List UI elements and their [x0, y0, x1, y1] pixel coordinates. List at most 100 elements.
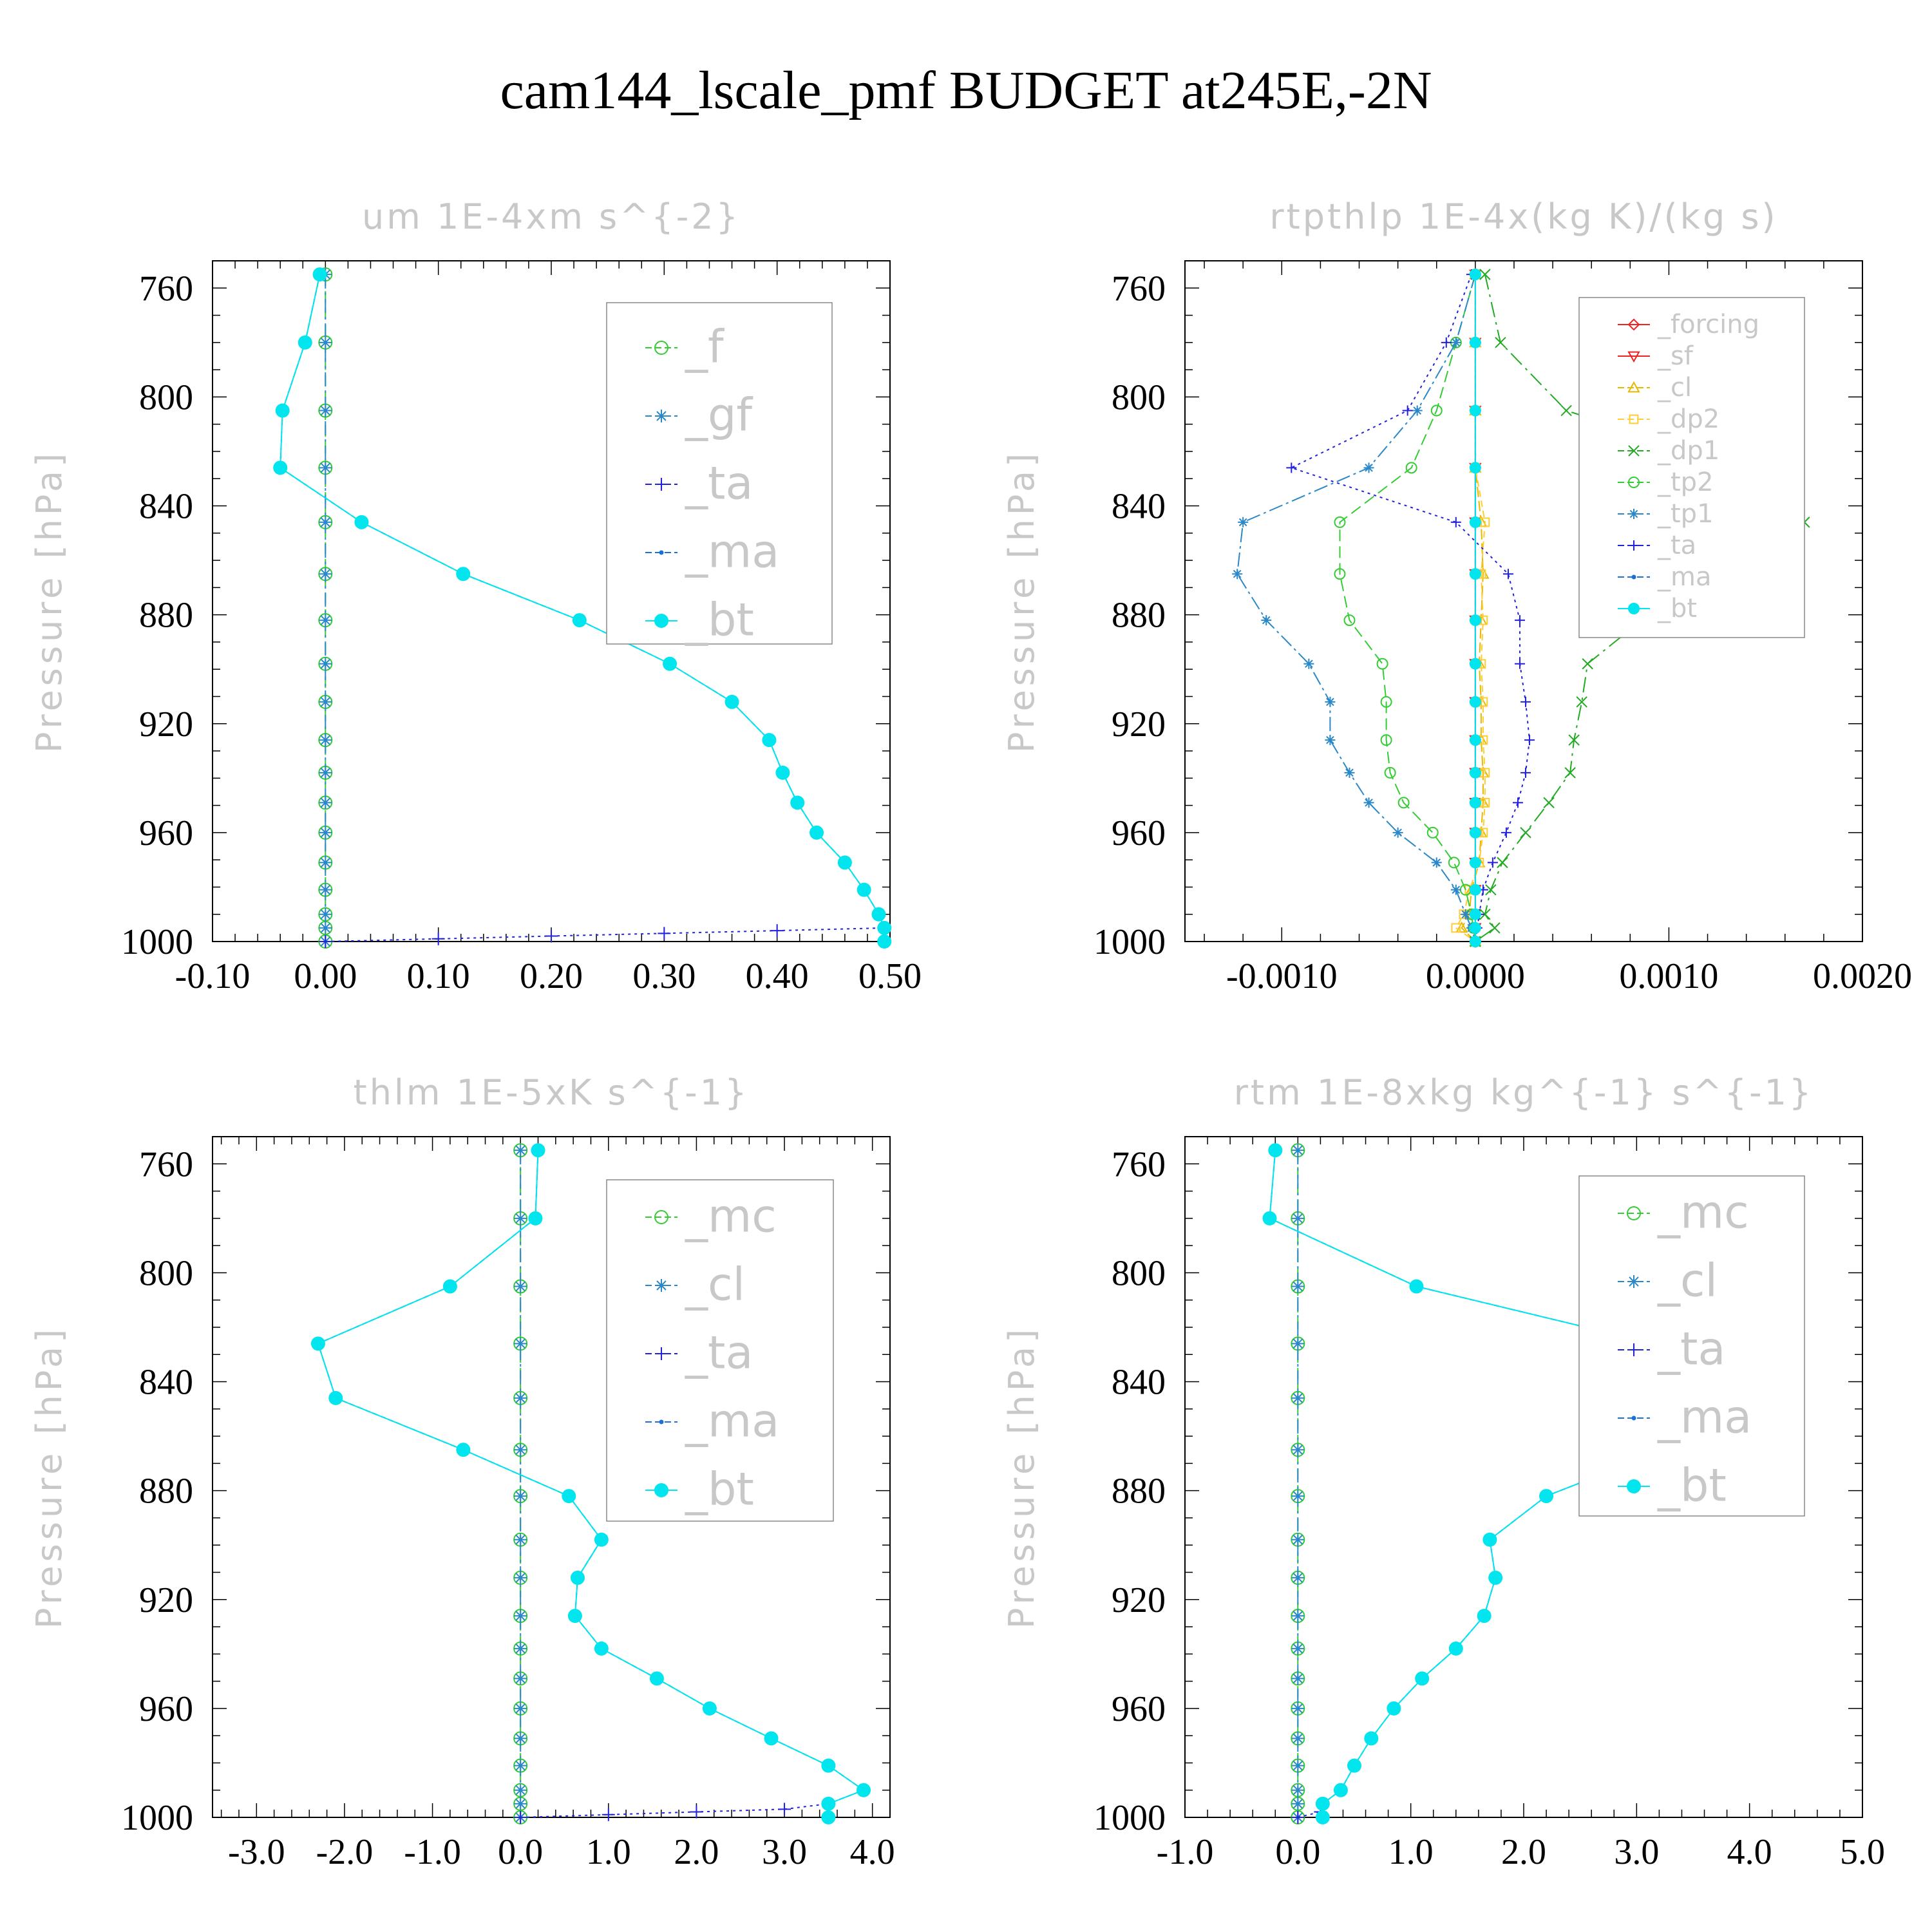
y-tick-label: 920 [139, 1580, 193, 1620]
legend-label: _ma [1657, 562, 1711, 592]
data-point [1334, 516, 1346, 528]
data-point [1469, 797, 1481, 809]
x-tick-label: 0.20 [520, 956, 583, 996]
y-tick-label: 800 [139, 1253, 193, 1293]
data-point [1524, 735, 1535, 746]
legend-entry: _gf [645, 388, 753, 441]
data-point [1469, 516, 1481, 528]
y-tick-label: 960 [1112, 1689, 1166, 1729]
series-ta [319, 921, 891, 948]
legend-marker [1629, 414, 1639, 424]
legend-marker [654, 341, 668, 355]
x-tick-label: 0.40 [746, 956, 809, 996]
series-line [1298, 1811, 1321, 1818]
legend-marker [1627, 1206, 1641, 1220]
data-point [1514, 658, 1525, 669]
panel-title: um 1E-4xm s^{-2} [362, 196, 741, 237]
data-point [857, 882, 871, 897]
data-point [312, 267, 327, 282]
data-point [1291, 1571, 1305, 1584]
data-point [1479, 909, 1491, 920]
data-point [1291, 1797, 1305, 1810]
data-point [1560, 404, 1572, 417]
data-point [877, 920, 892, 935]
x-tick-label: 1.0 [586, 1832, 631, 1872]
data-point [528, 1211, 543, 1226]
legend-label: _tp2 [1657, 468, 1714, 497]
tick-marks [1185, 260, 1863, 942]
legend-entry: _cl [645, 1258, 745, 1311]
legend-entry: _sf [1618, 341, 1694, 371]
legend-entry: _mc [1618, 1186, 1749, 1238]
data-point [514, 1490, 527, 1503]
panel-title: rtm 1E-8xkg kg^{-1} s^{-1} [1234, 1072, 1814, 1113]
tick-marks [1184, 1136, 1863, 1818]
x-tick-label: 3.0 [1614, 1832, 1659, 1872]
series-dp2 [1451, 269, 1490, 947]
data-point [514, 1533, 527, 1546]
x-tick-label: -0.0010 [1226, 956, 1338, 996]
y-tick-label: 1000 [1094, 1798, 1166, 1838]
y-tick-label: 840 [1112, 487, 1166, 527]
y-tick-label: 960 [1112, 813, 1166, 853]
data-point [1568, 734, 1580, 746]
legend-label: _bt [1657, 594, 1697, 623]
y-tick-label: 880 [139, 1472, 193, 1511]
data-point [1291, 1609, 1305, 1623]
tick-marks [212, 260, 891, 942]
data-point [1430, 404, 1443, 417]
legend-entry: _ta [1618, 1322, 1725, 1375]
panel-1: um 1E-4xm s^{-2} Pressure [hPa] -0.10 0.00 0… [29, 196, 922, 996]
data-point [1582, 658, 1593, 670]
legend-marker [1628, 477, 1640, 488]
legend-label: _cl [685, 1258, 745, 1311]
x-tick-label: 0.50 [858, 956, 922, 996]
x-tick-label: 5.0 [1840, 1832, 1885, 1872]
data-point [1380, 696, 1392, 708]
legend: _mc _cl _ta _ma _bt [1578, 1175, 1805, 1517]
x-tick-label: -3.0 [228, 1832, 285, 1872]
data-point [514, 1391, 527, 1405]
data-point [764, 1731, 779, 1746]
data-point [310, 1336, 325, 1351]
data-point [1487, 857, 1498, 868]
data-point [514, 1811, 527, 1824]
data-point [1426, 826, 1439, 838]
data-point [1448, 857, 1460, 869]
data-point [1502, 569, 1513, 580]
data-point [319, 826, 332, 839]
data-point [821, 1810, 836, 1824]
series-line [1339, 274, 1476, 942]
y-tick-label: 840 [139, 487, 193, 527]
data-point [442, 1279, 457, 1294]
data-point [319, 883, 332, 896]
y-tick-label: 760 [1112, 1144, 1166, 1184]
x-tick-label: 3.0 [762, 1832, 807, 1872]
data-point [1576, 696, 1587, 708]
legend-label: _f [685, 320, 724, 373]
legend-label: _cl [1657, 373, 1692, 402]
data-point [1291, 1642, 1305, 1655]
x-tick-label: 4.0 [1727, 1832, 1772, 1872]
data-point [319, 614, 332, 627]
data-point [273, 460, 288, 475]
data-point [1268, 1143, 1283, 1158]
legend-entry: _bt [1618, 1459, 1727, 1511]
legend-marker [1629, 509, 1639, 519]
y-tick-label: 840 [139, 1363, 193, 1403]
series-bt [273, 267, 892, 949]
legend-entry: _f [645, 320, 724, 373]
data-point [1344, 767, 1355, 778]
data-point [319, 766, 332, 779]
series-line [1236, 274, 1476, 942]
data-point [1469, 658, 1481, 670]
series-bt [310, 1143, 871, 1824]
data-point [1479, 269, 1491, 280]
y-axis-label: Pressure [hPa] [1001, 450, 1042, 753]
y-tick-label: 800 [1112, 1253, 1166, 1293]
data-point [1520, 827, 1531, 838]
data-point [1485, 884, 1497, 896]
data-point [702, 1701, 717, 1716]
data-point [298, 335, 312, 350]
data-point [1291, 1533, 1305, 1546]
